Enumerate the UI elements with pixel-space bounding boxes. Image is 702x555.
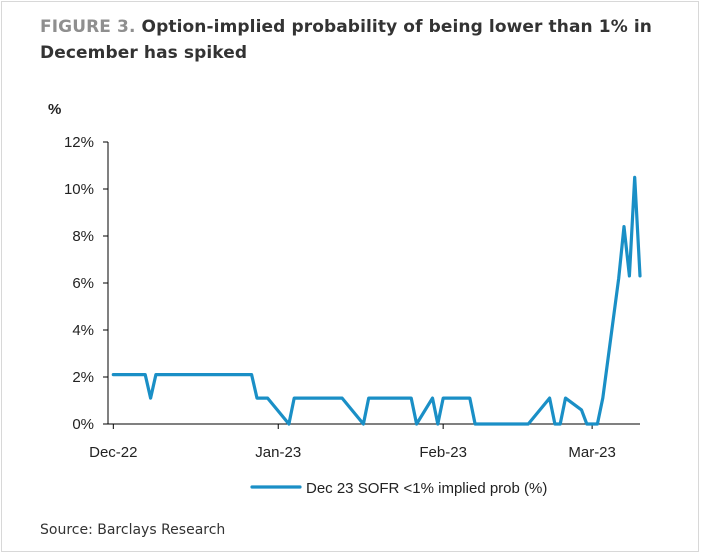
y-axis-unit-label: %	[48, 101, 61, 118]
x-tick-label: Jan-23	[255, 444, 301, 461]
chart-plot-area	[111, 175, 642, 426]
figure-title-text: Option-implied probability of being lowe…	[40, 17, 652, 63]
y-tick-label: 8%	[72, 228, 94, 245]
y-tick-label: 0%	[72, 416, 94, 433]
y-tick-label: 10%	[64, 181, 94, 198]
y-tick-label: 2%	[72, 369, 94, 386]
y-tick-label: 6%	[72, 275, 94, 292]
source-note: Source: Barclays Research	[40, 522, 226, 538]
legend-label: Dec 23 SOFR <1% implied prob (%)	[306, 480, 547, 497]
x-tick-label: Mar-23	[568, 444, 616, 461]
figure-title: FIGURE 3. Option-implied probability of …	[40, 14, 680, 66]
x-tick-label: Feb-23	[419, 444, 467, 461]
figure-label: FIGURE 3.	[40, 17, 136, 37]
chart-legend: Dec 23 SOFR <1% implied prob (%)	[250, 480, 547, 497]
y-tick-label: 12%	[64, 134, 94, 151]
x-tick-label: Dec-22	[89, 444, 137, 461]
chart-axes: % 0% 2% 4% 6% 8% 10% 12% Dec-22 Jan-23 Feb-23 Mar-2…	[48, 101, 640, 461]
series-line	[111, 175, 642, 426]
y-tick-label: 4%	[72, 322, 94, 339]
